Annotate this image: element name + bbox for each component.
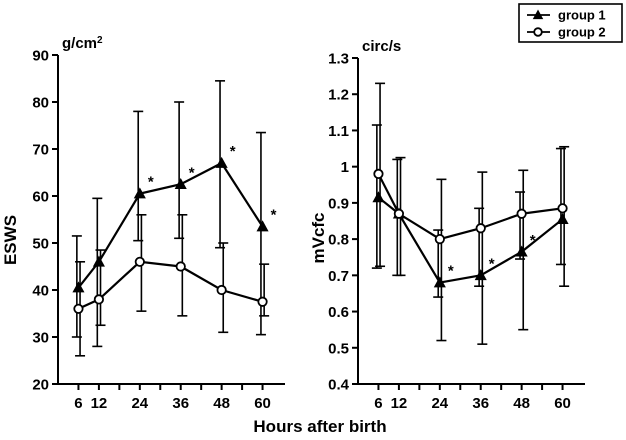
significance-star: * <box>189 164 195 181</box>
x-tick-label: 36 <box>172 395 189 412</box>
marker-filled-triangle <box>72 281 85 293</box>
y-tick-label: 40 <box>32 283 49 300</box>
significance-star: * <box>148 174 154 191</box>
x-tick-label: 6 <box>374 395 382 412</box>
y-tick-label: 1 <box>341 159 349 176</box>
legend-label-2: group 2 <box>558 25 606 40</box>
y-tick-label: 0.4 <box>328 377 350 394</box>
significance-star: * <box>448 263 454 280</box>
marker-filled-triangle <box>174 178 187 190</box>
y-tick-label: 1.1 <box>328 123 349 140</box>
marker-open-circle <box>475 223 486 234</box>
x-axis-title: Hours after birth <box>253 417 386 436</box>
marker-filled-triangle <box>215 156 228 168</box>
y-unit-label: g/cm2 <box>62 35 103 52</box>
legend-marker-open-circle <box>533 27 543 37</box>
marker-filled-triangle <box>133 187 146 199</box>
significance-star: * <box>530 232 536 249</box>
marker-open-circle <box>73 303 84 314</box>
marker-filled-triangle <box>372 191 385 203</box>
legend-marker-filled-triangle <box>532 9 544 20</box>
x-tick-label: 6 <box>74 395 82 412</box>
marker-filled-triangle <box>433 276 446 288</box>
y-tick-label: 1.2 <box>328 87 349 104</box>
marker-filled-triangle <box>92 255 105 267</box>
marker-open-circle <box>175 261 186 272</box>
y-tick-label: 60 <box>32 189 49 206</box>
marker-open-circle <box>93 294 105 305</box>
legend-label-1: group 1 <box>558 8 606 23</box>
x-tick-label: 48 <box>513 395 530 412</box>
y-tick-label: 0.5 <box>328 340 349 357</box>
significance-star: * <box>230 143 236 160</box>
y-tick-label: 0.8 <box>328 232 349 249</box>
y-axis-title: mVcfc <box>309 212 328 263</box>
y-tick-label: 50 <box>32 236 49 253</box>
marker-open-circle <box>216 284 227 296</box>
significance-star: * <box>271 207 277 224</box>
chart-panel-mvcfc: 0.4 0.5 0.6 0.7 0.8 0.9 1 1.1 1.2 1.3 6 12 24 36 48 60 c… <box>309 38 585 412</box>
y-tick-label: 0.7 <box>328 268 349 285</box>
y-tick-label: 80 <box>32 95 49 112</box>
x-tick-label: 60 <box>554 395 571 412</box>
marker-open-circle <box>134 256 145 267</box>
y-tick-label: 30 <box>32 330 49 347</box>
x-tick-label: 12 <box>91 395 108 412</box>
marker-open-circle <box>373 168 384 180</box>
marker-open-circle <box>393 208 405 219</box>
x-tick-label: 36 <box>472 395 489 412</box>
y-tick-label: 0.9 <box>328 195 349 212</box>
marker-filled-triangle <box>556 212 569 224</box>
marker-open-circle <box>434 234 445 245</box>
marker-open-circle <box>516 208 527 219</box>
y-tick-label: 20 <box>32 377 49 394</box>
x-tick-label: 24 <box>131 395 148 412</box>
series-line-group-2 <box>77 260 263 310</box>
series-line-group-1 <box>77 161 264 289</box>
series-line-group-2 <box>377 173 563 241</box>
x-tick-label: 60 <box>254 395 271 412</box>
significance-star: * <box>489 255 495 272</box>
x-tick-label: 12 <box>391 395 408 412</box>
marker-filled-triangle <box>515 245 528 257</box>
y-tick-label: 70 <box>32 142 49 159</box>
y-unit-superscript: 2 <box>97 35 103 46</box>
y-tick-label: 90 <box>32 48 49 65</box>
marker-filled-triangle <box>474 269 487 281</box>
legend: group 1 group 2 <box>518 3 623 43</box>
marker-open-circle <box>557 203 568 214</box>
x-tick-label: 48 <box>213 395 230 412</box>
y-tick-label: 1.3 <box>328 51 349 68</box>
y-axis-title: ESWS <box>1 215 20 265</box>
y-unit-label: circ/s <box>362 38 401 55</box>
x-tick-label: 24 <box>431 395 448 412</box>
chart-panel-esws: 20 30 40 50 60 70 80 90 6 12 24 36 48 60 g/cm2 ESWS * * * * <box>1 35 285 412</box>
marker-filled-triangle <box>256 220 269 232</box>
marker-open-circle <box>257 296 268 307</box>
y-tick-label: 0.6 <box>328 304 349 321</box>
